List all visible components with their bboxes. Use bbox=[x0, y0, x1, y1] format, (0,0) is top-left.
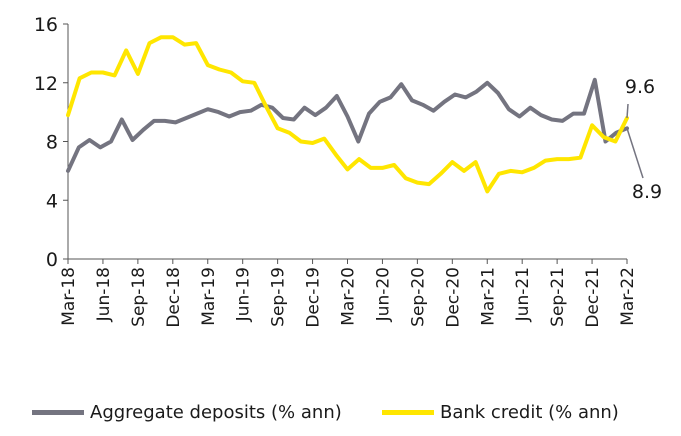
legend-label-credit: Bank credit (% ann) bbox=[440, 402, 619, 423]
x-tick-label: Sep-20 bbox=[408, 267, 428, 327]
annotation-leader-line bbox=[626, 128, 644, 179]
series-line-deposits bbox=[66, 77, 629, 173]
legend-item-deposits: Aggregate deposits (% ann) bbox=[32, 402, 342, 423]
annotation-leader-line bbox=[626, 103, 629, 119]
annotation-layer: 9.6 8.9 bbox=[625, 76, 662, 203]
x-tick-label: Sep-21 bbox=[548, 267, 568, 327]
x-tick-label: Mar-22 bbox=[618, 267, 638, 326]
y-axis: 0 4 8 12 16 bbox=[34, 14, 69, 271]
y-tick-label: 8 bbox=[46, 132, 58, 154]
x-axis: Mar-18 Jun-18 Sep-18 Dec-18 Mar-19 Jun-19 Sep-… bbox=[59, 258, 638, 328]
x-tick-label: Dec-21 bbox=[583, 267, 603, 328]
legend-label-deposits: Aggregate deposits (% ann) bbox=[90, 402, 342, 423]
line-chart: 0 4 8 12 16 Mar-18 Jun-18 Sep-18 Dec-18 Mar-19 Ju… bbox=[34, 14, 662, 328]
x-tick-label: Dec-18 bbox=[164, 267, 184, 328]
x-tick-label: Mar-19 bbox=[199, 267, 219, 326]
x-tick-label: Mar-18 bbox=[59, 267, 79, 326]
y-tick-label: 16 bbox=[34, 14, 58, 36]
chart-legend: Aggregate deposits (% ann) Bank credit (… bbox=[0, 402, 681, 432]
y-tick-label: 0 bbox=[46, 249, 58, 271]
series-line-credit bbox=[66, 35, 629, 194]
x-tick-label: Dec-19 bbox=[304, 267, 324, 328]
data-label: 8.9 bbox=[632, 181, 662, 203]
legend-swatch-credit bbox=[382, 410, 434, 415]
x-tick-label: Sep-19 bbox=[269, 267, 289, 327]
legend-swatch-deposits bbox=[32, 410, 84, 415]
x-tick-label: Jun-20 bbox=[373, 267, 393, 322]
x-tick-label: Jun-21 bbox=[513, 267, 533, 322]
data-label: 9.6 bbox=[625, 76, 655, 98]
x-tick-label: Dec-20 bbox=[443, 267, 463, 328]
x-tick-label: Mar-21 bbox=[478, 267, 498, 326]
x-tick-label: Jun-19 bbox=[234, 267, 254, 322]
series-layer bbox=[66, 35, 629, 194]
x-tick-label: Sep-18 bbox=[129, 267, 149, 327]
y-tick-label: 4 bbox=[46, 190, 58, 212]
x-tick-label: Jun-18 bbox=[94, 267, 114, 322]
x-tick-label: Mar-20 bbox=[339, 267, 359, 326]
y-tick-label: 12 bbox=[34, 73, 58, 95]
legend-item-credit: Bank credit (% ann) bbox=[382, 402, 619, 423]
